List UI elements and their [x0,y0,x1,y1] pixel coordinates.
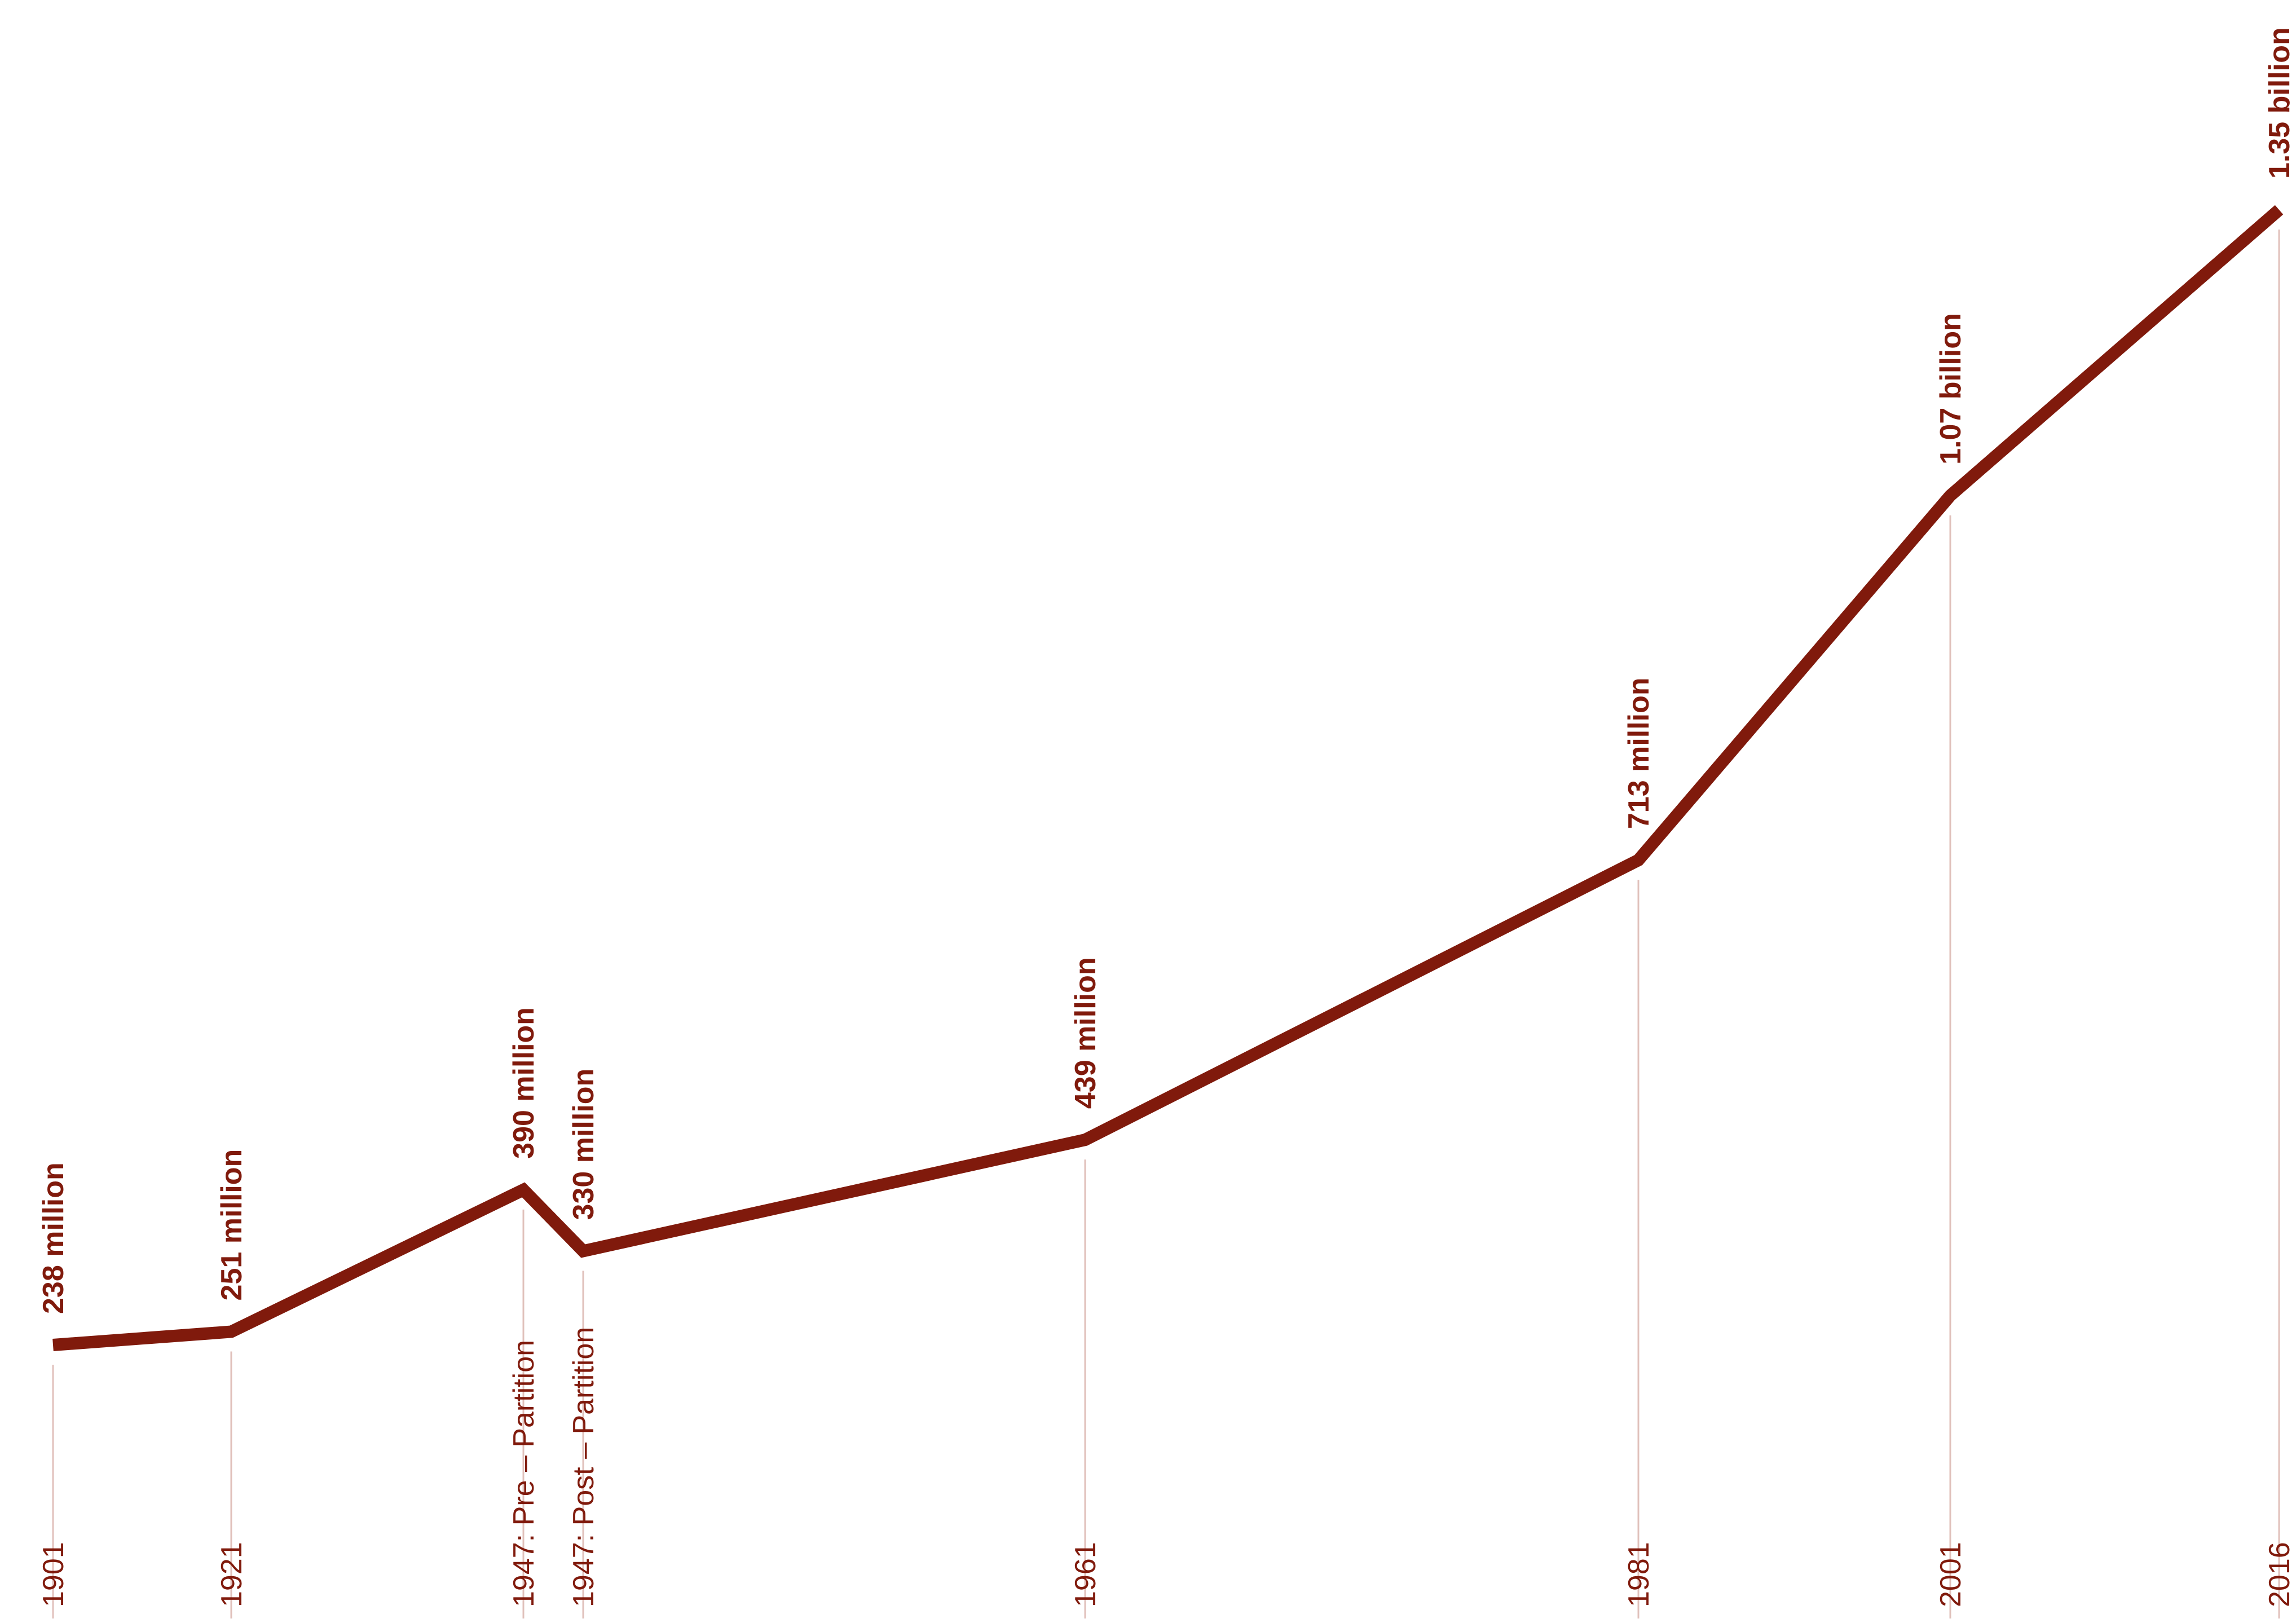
value-label: 251 million [215,1149,248,1301]
value-label: 390 million [508,1007,540,1159]
value-label: 439 million [1069,957,1102,1109]
value-label: 238 million [37,1162,70,1314]
year-label: 2016 [2263,1542,2296,1607]
year-label: 1981 [1623,1542,1655,1607]
value-label: 1.35 billion [2263,27,2296,179]
chart-labels: 238 million 1901 251 million 1921 390 millio… [37,27,2296,1607]
value-label: 1.07 billion [1934,313,1967,465]
population-series-line [52,205,2284,1351]
year-label: 1961 [1069,1542,1102,1607]
year-label: 2001 [1934,1542,1967,1607]
value-label: 330 million [567,1069,600,1220]
year-label: 1947: Pre – Partition [508,1340,540,1607]
year-label: 1901 [37,1542,70,1607]
year-label: 1921 [215,1542,248,1607]
year-label: 1947: Post – Partition [567,1327,600,1607]
value-label: 713 million [1623,677,1655,829]
guide-lines [52,230,2280,1618]
